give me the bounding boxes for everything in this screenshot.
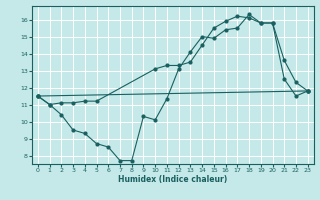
X-axis label: Humidex (Indice chaleur): Humidex (Indice chaleur) <box>118 175 228 184</box>
